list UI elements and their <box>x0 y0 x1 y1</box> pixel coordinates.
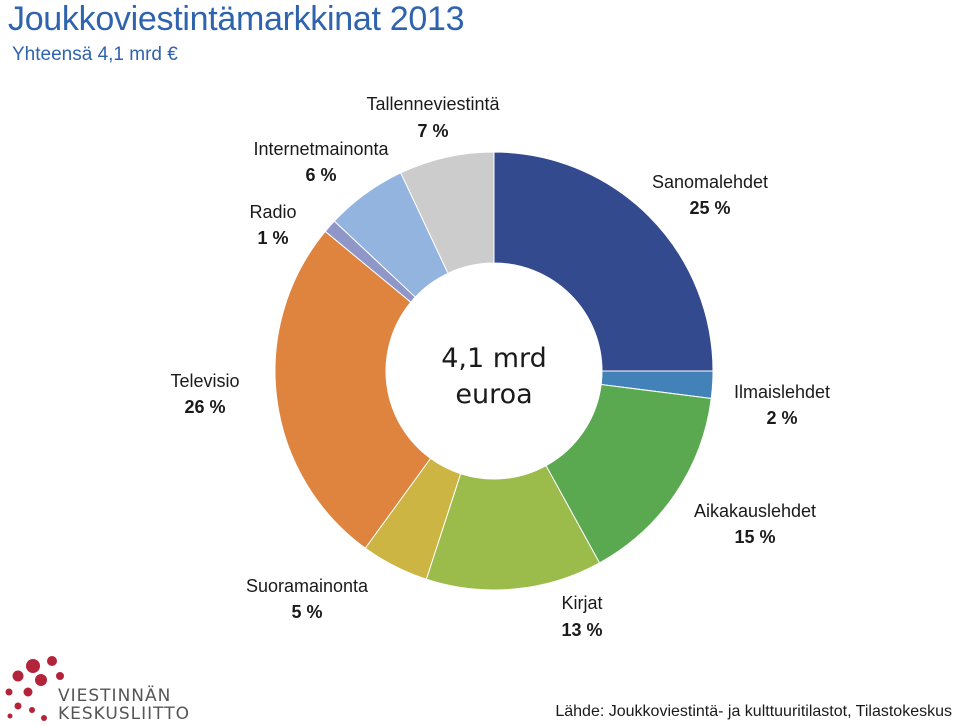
label-tallenneviestinta-value: 7 % <box>417 121 448 141</box>
viestinnan-keskusliitto-logo: VIESTINNÄN KESKUSLIITTO <box>5 656 190 724</box>
label-radio-value: 1 % <box>257 228 288 248</box>
logo-line2: KESKUSLIITTO <box>58 704 190 724</box>
label-kirjat-value: 13 % <box>561 620 602 640</box>
slice-labels: Sanomalehdet 25 % Ilmaislehdet 2 % Aikak… <box>170 94 830 640</box>
slice-televisio <box>274 230 432 549</box>
label-radio-name: Radio <box>249 202 296 222</box>
label-internetmainonta-value: 6 % <box>305 165 336 185</box>
center-label: 4,1 mrd euroa <box>441 343 547 410</box>
chart-subtitle: Yhteensä 4,1 mrd € <box>12 44 178 65</box>
center-label-line2: euroa <box>455 379 532 410</box>
label-televisio-value: 26 % <box>184 397 225 417</box>
label-suoramainonta-value: 5 % <box>291 602 322 622</box>
label-aikakauslehdet-value: 15 % <box>734 527 775 547</box>
center-label-line1: 4,1 mrd <box>441 343 547 374</box>
logo-line1: VIESTINNÄN <box>58 685 171 706</box>
label-kirjat-name: Kirjat <box>561 593 602 613</box>
label-aikakauslehdet-name: Aikakauslehdet <box>694 501 816 521</box>
label-tallenneviestinta-name: Tallenneviestintä <box>366 94 500 114</box>
chart-title: Joukkoviestintämarkkinat 2013 <box>8 0 465 38</box>
slice-sanomalehdet <box>493 151 714 372</box>
label-sanomalehdet-value: 25 % <box>689 198 730 218</box>
label-sanomalehdet-name: Sanomalehdet <box>652 172 768 192</box>
chart-slices <box>274 151 714 591</box>
label-televisio-name: Televisio <box>170 371 239 391</box>
source-note: Lähde: Joukkoviestintä- ja kulttuuritila… <box>555 703 952 720</box>
label-ilmaislehdet-name: Ilmaislehdet <box>734 382 830 402</box>
label-suoramainonta-name: Suoramainonta <box>246 576 369 596</box>
label-ilmaislehdet-value: 2 % <box>766 408 797 428</box>
slice-aikakauslehdet <box>545 383 712 564</box>
label-internetmainonta-name: Internetmainonta <box>253 139 389 159</box>
slice-tallenneviestinta <box>400 151 495 274</box>
